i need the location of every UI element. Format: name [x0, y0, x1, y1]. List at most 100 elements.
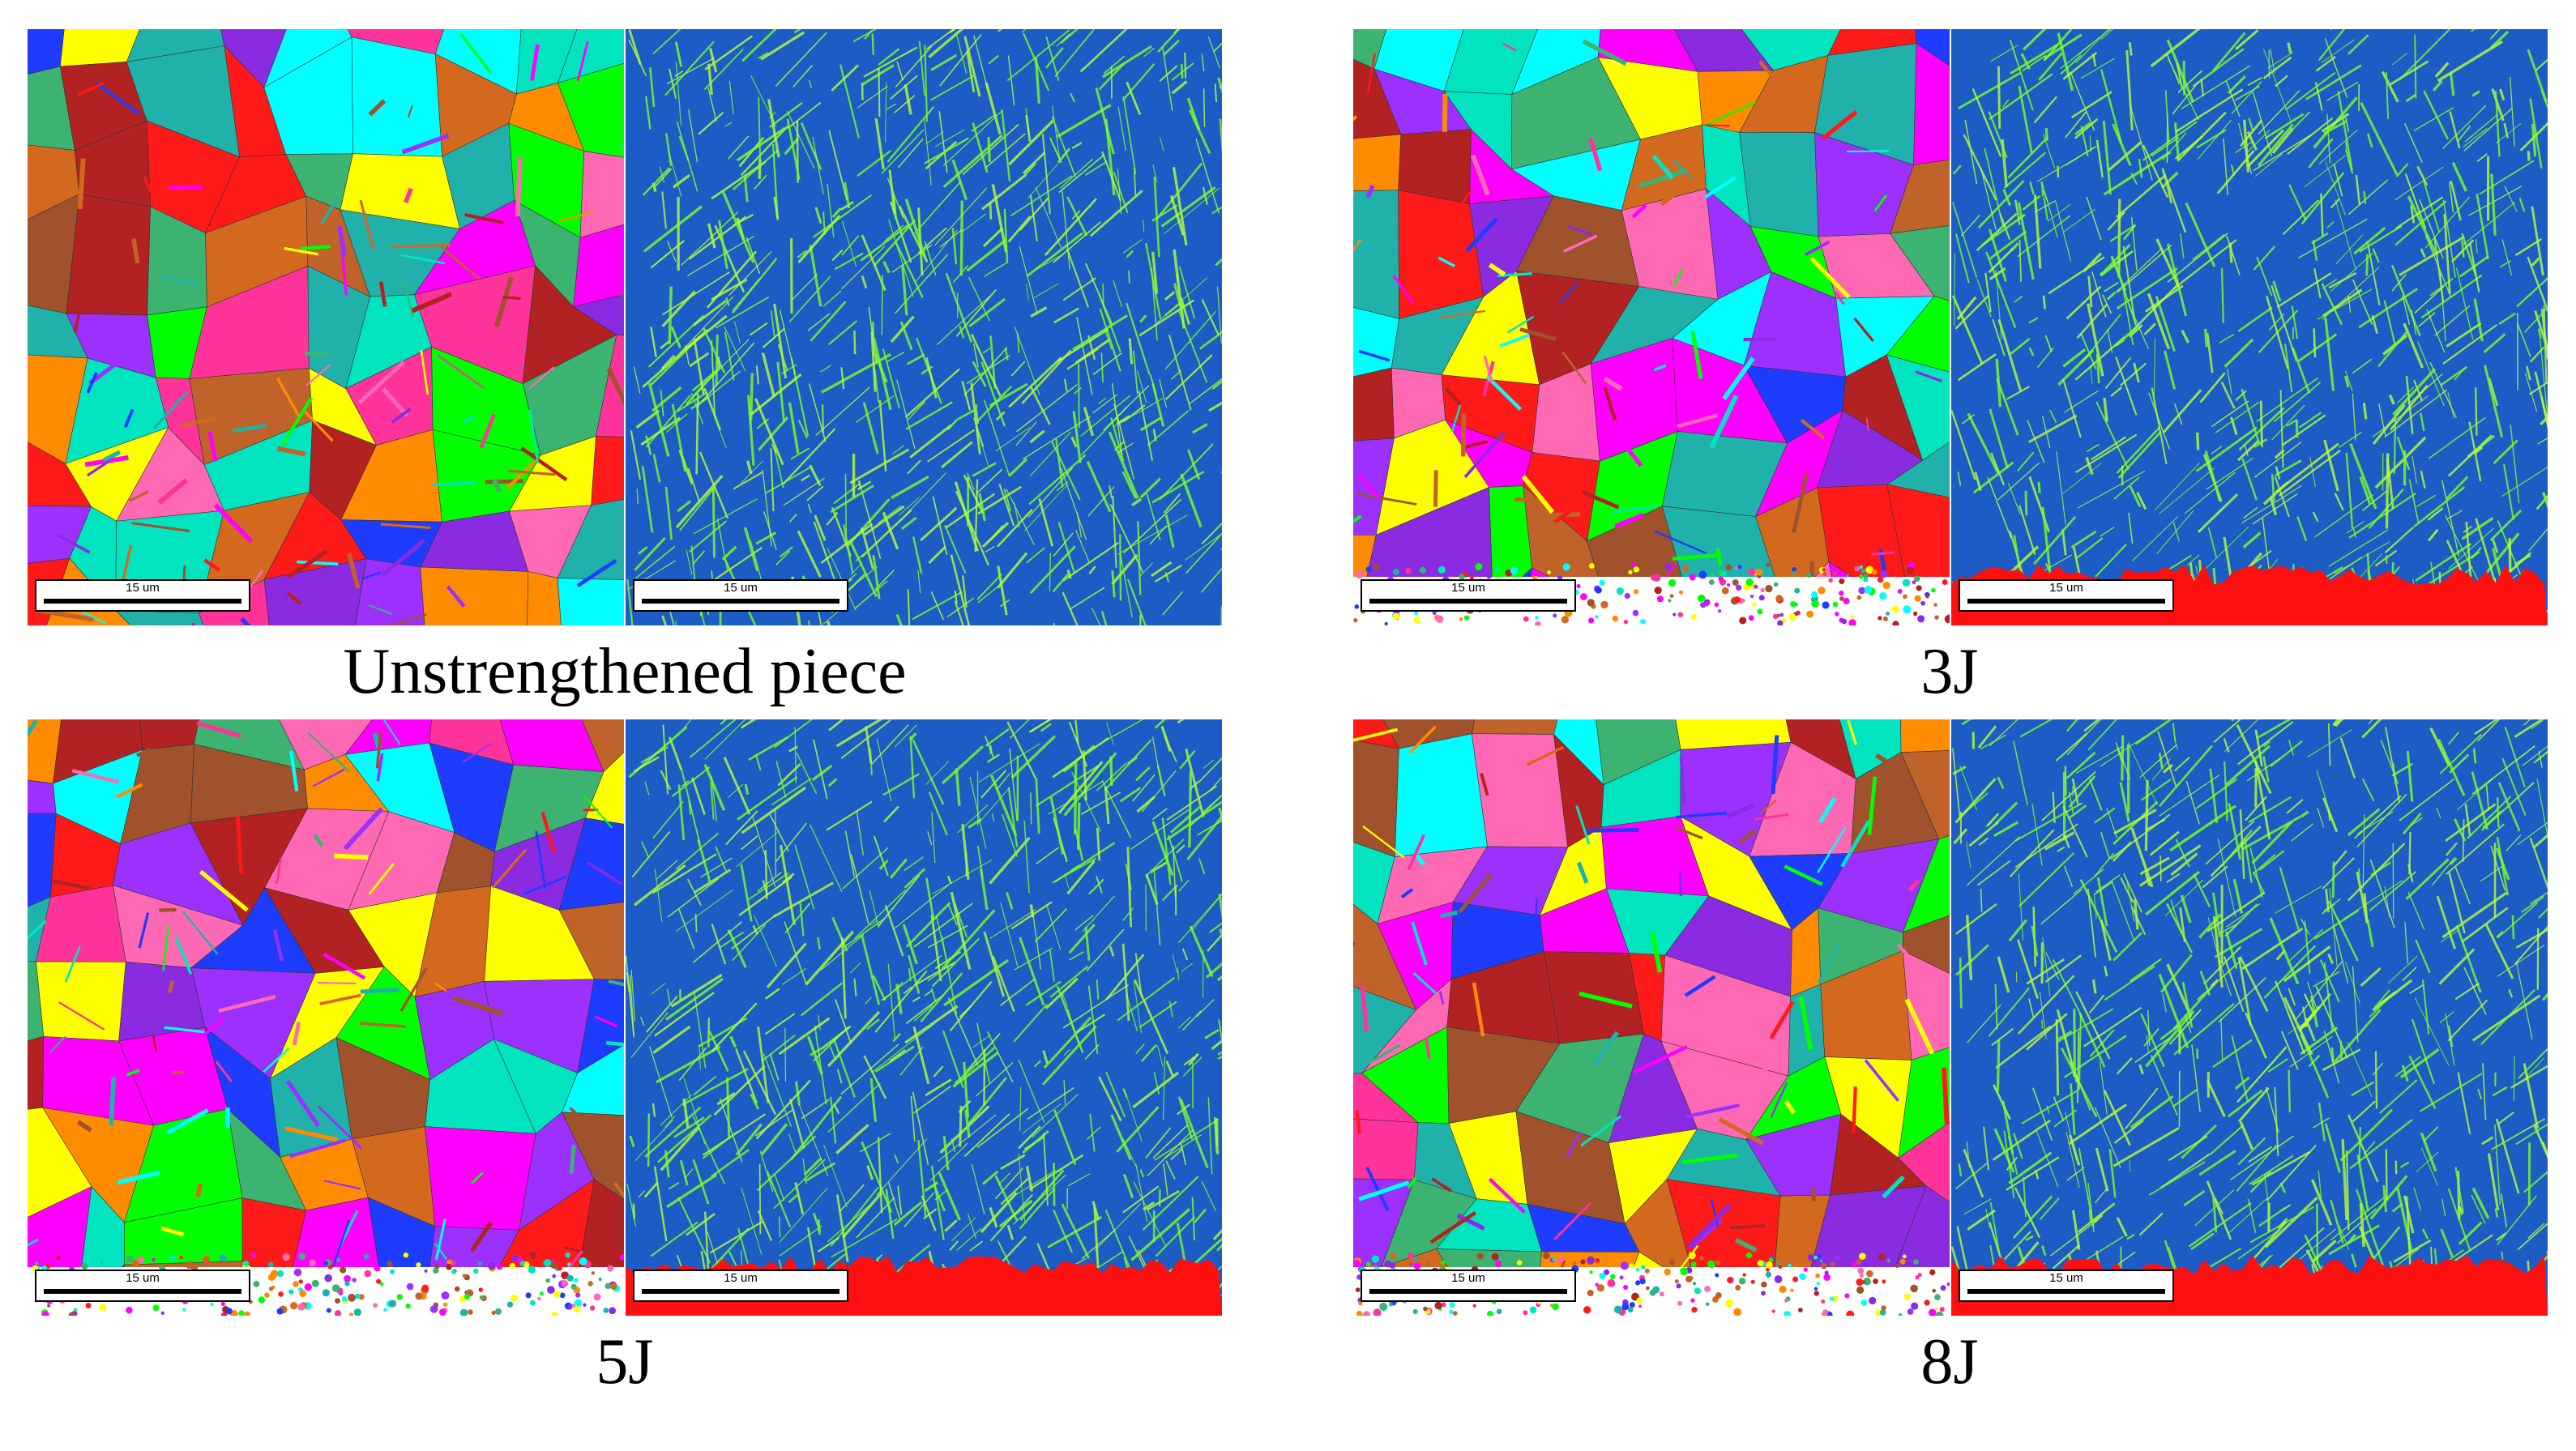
fine-grain	[81, 1262, 88, 1270]
twin-lath	[462, 415, 476, 425]
fine-grain	[1353, 1259, 1361, 1268]
misorientation	[980, 868, 989, 911]
misorientation	[2160, 171, 2179, 190]
misorientation	[1102, 283, 1104, 306]
misorientation	[2348, 492, 2416, 539]
misorientation	[917, 570, 921, 594]
fine-grain	[1413, 1256, 1419, 1261]
misorientation	[2402, 967, 2417, 982]
misorientation	[989, 909, 1036, 939]
fine-grain	[1552, 1257, 1556, 1261]
misorientation	[786, 118, 801, 181]
fine-grain	[1865, 565, 1873, 574]
scale-bar-box	[35, 579, 250, 612]
misorientation	[2077, 1202, 2116, 1233]
misorientation	[1139, 562, 1154, 578]
misorientation	[1185, 749, 1205, 817]
fine-grain	[573, 1278, 579, 1283]
misorientation	[2535, 750, 2548, 762]
fine-grain	[1859, 1253, 1866, 1260]
misorientation	[904, 198, 927, 258]
misorientation	[1172, 166, 1188, 246]
fine-grain	[1779, 612, 1784, 617]
misorientation	[2316, 1203, 2319, 1265]
misorientation	[2403, 322, 2424, 369]
misorientation	[2070, 1083, 2076, 1135]
fine-grain	[575, 1292, 581, 1298]
misorientation	[830, 484, 874, 514]
fine-grain	[1636, 1297, 1643, 1304]
misorientation	[835, 1124, 869, 1154]
misorientation	[2123, 873, 2142, 913]
misorientation	[2514, 719, 2544, 738]
misorientation	[893, 1201, 923, 1227]
misorientation	[2330, 253, 2373, 292]
twin-lath	[1690, 330, 1703, 379]
fine-grain	[1476, 1253, 1484, 1260]
twin-lath	[583, 794, 613, 829]
misorientation	[2388, 394, 2395, 405]
twin-lath	[1873, 194, 1888, 212]
misorientation	[951, 159, 968, 201]
misorientation	[1209, 776, 1222, 792]
misorientation	[2086, 443, 2100, 453]
twin-lath	[49, 1035, 66, 1053]
misorientation	[2360, 102, 2399, 176]
twin-lath	[1871, 551, 1895, 556]
fine-grain	[1902, 578, 1911, 587]
misorientation	[1119, 787, 1142, 803]
misorientation	[1053, 307, 1079, 324]
misorientation	[1214, 83, 1218, 103]
misorientation	[1105, 722, 1114, 745]
misorientation	[2490, 845, 2506, 891]
misorientation	[1132, 774, 1156, 802]
misorientation	[2284, 71, 2336, 111]
misorientation	[928, 545, 946, 565]
misorientation	[1004, 348, 1009, 361]
misorientation	[747, 872, 789, 901]
misorientation	[1029, 719, 1052, 733]
misorientation	[711, 570, 713, 579]
misorientation	[1034, 907, 1068, 943]
misorientation	[745, 237, 761, 275]
misorientation	[1183, 1056, 1195, 1066]
misorientation	[2286, 798, 2304, 814]
misorientation	[2161, 168, 2187, 233]
misorientation	[790, 1095, 843, 1160]
misorientation	[2312, 239, 2318, 262]
misorientation	[2302, 1006, 2309, 1027]
misorientation	[1074, 386, 1082, 395]
misorientation	[1951, 410, 1976, 480]
misorientation	[673, 173, 691, 189]
fine-grain	[1813, 1287, 1818, 1291]
misorientation	[2361, 778, 2375, 802]
misorientation	[1122, 239, 1143, 254]
misorientation	[2416, 165, 2429, 186]
misorientation	[1139, 314, 1147, 323]
fine-grain	[1748, 615, 1754, 621]
misorientation	[1052, 105, 1061, 159]
fine-grain	[152, 1257, 156, 1262]
misorientation	[2471, 1187, 2490, 1219]
misorientation	[2440, 1228, 2454, 1257]
twin-lath	[1653, 364, 1667, 372]
twin-lath	[343, 807, 384, 851]
twin-lath	[123, 408, 135, 428]
fine-grain	[160, 1311, 164, 1315]
misorientation	[737, 776, 798, 821]
misorientation	[827, 1082, 881, 1133]
misorientation	[2321, 113, 2350, 133]
misorientation	[812, 136, 824, 194]
misorientation	[853, 978, 857, 996]
misorientation	[827, 183, 835, 238]
misorientation	[894, 241, 924, 298]
misorientation	[2326, 114, 2331, 164]
misorientation	[758, 416, 789, 451]
fine-grain	[1633, 566, 1639, 573]
grain	[1898, 1047, 1950, 1159]
misorientation	[2347, 1114, 2379, 1183]
misorientation	[949, 1240, 959, 1251]
misorientation	[725, 810, 758, 846]
misorientation	[2477, 719, 2501, 742]
misorientation	[994, 1167, 1023, 1200]
